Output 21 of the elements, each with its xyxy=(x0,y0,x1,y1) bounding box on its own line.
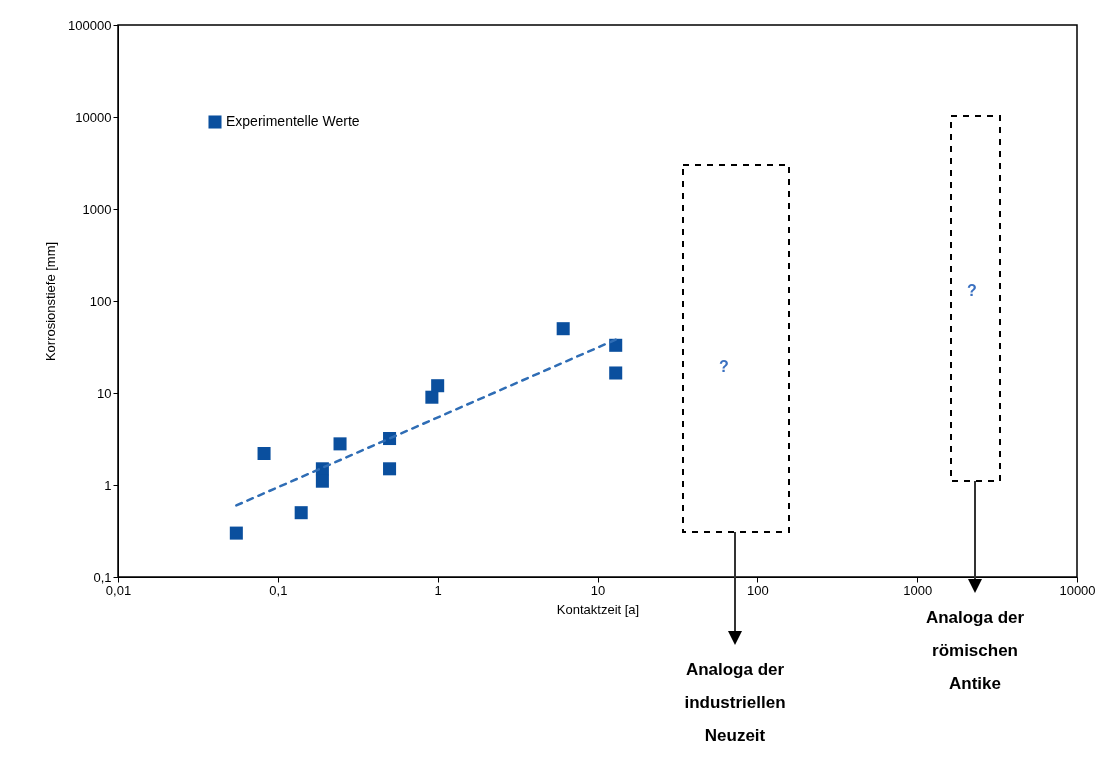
x-tick-label: 10 xyxy=(590,582,606,598)
text: Analoga der römischen Antike xyxy=(925,608,1025,693)
y-tick-label: 1000 xyxy=(82,201,112,217)
x-axis-title: Kontaktzeit [a] xyxy=(556,601,640,617)
y-tick-label: 10000 xyxy=(75,109,112,125)
y-tick-label: 10 xyxy=(97,385,112,401)
legend-label: Experimentelle Werte xyxy=(226,113,360,129)
x-tick-label: 100 xyxy=(746,582,769,598)
y-tick-label: 1 xyxy=(104,477,112,493)
text: Analoga der industriellen Neuzeit xyxy=(684,660,786,745)
x-tick-label: 1 xyxy=(434,582,442,598)
x-tick-label: 0,1 xyxy=(269,582,288,598)
annotation: ? xyxy=(719,358,729,375)
annotation: ? xyxy=(967,282,977,299)
y-tick-label: 100 xyxy=(89,293,112,309)
x-tick-label: 1000 xyxy=(903,582,933,598)
x-tick-label: 0,01 xyxy=(105,582,132,598)
y-tick-label: 0,1 xyxy=(93,569,112,585)
y-axis-title: Korrosionstiefe [mm] xyxy=(43,241,59,362)
x-tick-label: 10000 xyxy=(1059,582,1096,598)
y-tick-label: 100000 xyxy=(68,17,112,33)
